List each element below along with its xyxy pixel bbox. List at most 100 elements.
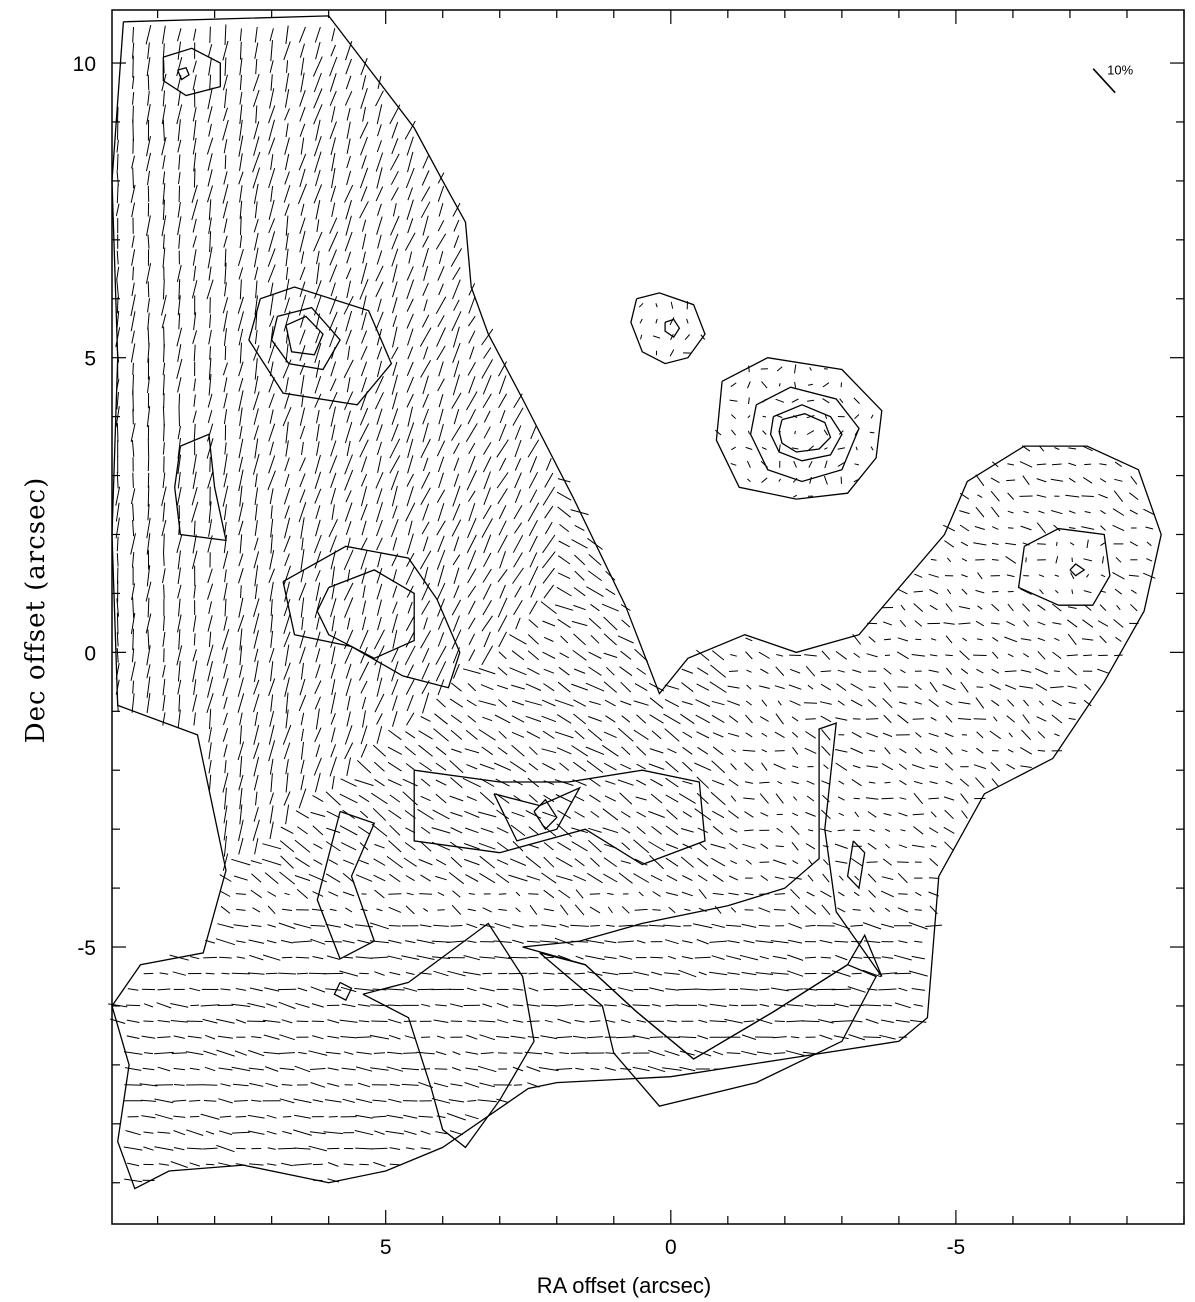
polarization-vector [376,725,383,744]
polarization-vector [743,1020,755,1023]
polarization-vector [794,381,797,388]
polarization-vector [278,972,296,975]
polarization-vector [854,875,860,881]
polarization-vector [254,565,259,587]
polarization-vector [207,410,213,424]
polarization-vector [557,809,572,819]
polarization-vector [269,441,274,456]
polarization-vector [696,776,710,789]
polarization-vector [147,170,150,186]
polarization-vector [678,1036,697,1039]
polarization-vector [746,478,751,482]
polarization-vector [820,890,832,898]
polarization-vector [219,956,232,959]
polarization-vector [376,519,383,537]
polarization-vector [759,988,770,991]
polarization-vector [219,1115,232,1118]
polarization-vector [116,553,119,567]
polarization-vector [392,361,398,376]
polarization-vector [438,202,444,217]
polarization-vector [960,681,969,693]
polarization-vector [177,216,182,236]
polarization-vector [1067,606,1077,609]
polarization-vector [268,740,276,762]
polarization-vector [530,425,537,440]
polarization-vector [238,438,244,459]
polarization-vector [407,406,413,427]
polarization-vector [132,503,135,521]
polarization-vector [650,874,663,882]
polarization-vector [130,423,136,443]
polarization-vector [746,669,752,673]
polarization-vector [360,262,368,285]
polarization-vector [529,456,538,473]
polarization-vector [961,749,968,753]
polarization-vector [377,552,382,568]
polarization-vector [831,988,852,991]
polarization-vector [300,517,305,539]
polarization-vector [786,1020,804,1023]
polarization-vector [375,90,384,107]
polarization-vector [361,600,367,615]
polarization-vector [285,772,289,793]
polarization-vector [1070,572,1075,580]
polarization-vector [358,661,370,681]
polarization-vector [298,294,306,316]
polarization-vector [193,584,196,599]
polarization-vector [177,201,181,218]
polarization-vector [914,684,922,691]
polarization-vector [360,361,368,377]
polarization-vector [422,393,429,408]
polarization-vector [177,28,182,42]
polarization-vector [588,839,602,853]
polarization-vector [233,1083,249,1087]
polarization-vector [191,550,198,570]
polarization-vector [329,217,338,234]
polarization-vector [314,772,321,793]
polarization-vector [269,294,274,316]
polarization-vector [403,1130,417,1135]
polarization-vector [513,599,523,616]
polarization-vector [223,473,228,488]
polarization-vector [450,729,463,740]
polarization-vector [388,840,402,853]
polarization-vector [346,138,351,154]
polarization-vector [418,1115,433,1118]
polarization-vector [406,136,414,156]
polarization-vector [161,486,167,507]
polarization-vector [433,970,449,977]
polarization-vector [638,302,644,308]
polarization-vector [377,616,382,631]
polarization-vector [405,502,416,522]
polarization-vector [192,694,198,712]
polarization-vector [247,1130,265,1135]
polarization-vector [327,1082,340,1087]
polarization-vector [682,843,693,849]
polarization-vector [742,749,756,752]
polarization-vector [370,1067,389,1071]
polarization-vector [161,294,167,316]
polarization-vector [694,762,712,771]
polarization-vector [252,453,260,475]
polarization-vector [206,644,214,666]
polarization-vector [991,559,999,561]
polarization-vector [254,584,258,600]
polarization-vector [316,441,320,456]
polarization-vector [146,57,151,77]
polarization-vector [345,58,352,75]
polarization-vector [282,1116,292,1118]
polarization-vector [1053,670,1060,672]
polarization-vector [391,695,398,711]
polarization-vector [539,940,558,943]
polarization-vector [804,654,817,657]
polarization-vector [513,552,523,568]
polarization-vector [267,248,276,267]
polarization-vector [574,972,585,975]
polarization-vector [192,454,197,475]
polarization-vector [466,763,478,770]
polarization-vector [391,613,398,634]
polarization-vector [748,365,750,373]
polarization-vector [805,811,816,817]
polarization-vector [177,454,182,475]
polarization-vector [178,393,181,408]
